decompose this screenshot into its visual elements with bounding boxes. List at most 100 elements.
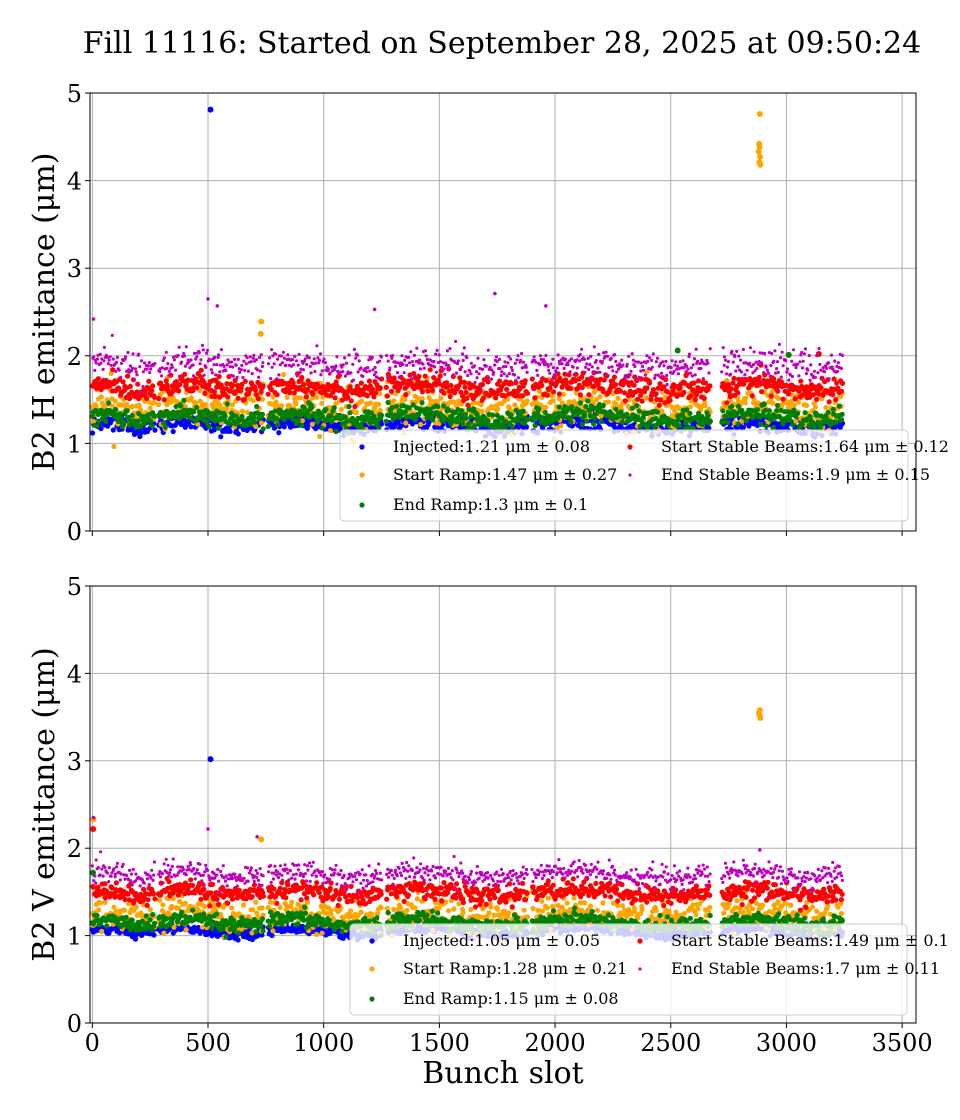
data-point [556, 353, 560, 357]
data-point [550, 389, 557, 395]
data-point [592, 388, 598, 394]
data-point [274, 352, 278, 356]
data-point [134, 370, 138, 374]
data-point [413, 372, 417, 376]
data-point [322, 357, 326, 361]
data-point [794, 365, 798, 370]
data-point [743, 418, 749, 424]
data-point [687, 352, 692, 356]
data-point [495, 406, 501, 412]
data-point [93, 368, 97, 372]
data-point [722, 355, 727, 359]
data-point [790, 374, 795, 379]
data-point [323, 406, 329, 412]
data-point [170, 365, 174, 369]
data-point [338, 406, 344, 412]
data-point [620, 358, 624, 362]
data-point [765, 368, 770, 372]
data-point [535, 368, 539, 372]
data-point [333, 400, 339, 407]
data-point [274, 392, 280, 398]
data-point [451, 373, 455, 377]
data-point [183, 382, 189, 388]
data-point [779, 356, 783, 360]
data-point [227, 421, 233, 427]
data-point [524, 365, 528, 369]
data-point [569, 404, 575, 410]
data-point [447, 368, 451, 372]
data-point [99, 361, 103, 365]
data-point [151, 932, 157, 938]
data-point [249, 360, 253, 364]
data-point [106, 362, 110, 366]
data-point [681, 415, 687, 421]
y-tick-label: 5 [67, 80, 82, 108]
data-point [593, 397, 600, 403]
data-point [548, 371, 552, 375]
data-point [301, 382, 307, 388]
data-point [629, 405, 635, 411]
data-point [242, 378, 248, 384]
data-point [442, 367, 446, 371]
data-point [769, 364, 773, 368]
data-point [522, 378, 528, 384]
data-point [353, 409, 359, 416]
data-point [547, 368, 551, 372]
data-point [164, 350, 168, 354]
data-point [289, 899, 295, 905]
data-point [619, 419, 625, 425]
data-point [621, 363, 625, 367]
data-point [401, 362, 405, 367]
data-point [215, 425, 221, 431]
data-point [317, 358, 322, 362]
data-point [676, 405, 682, 411]
y-tick-label: 4 [67, 168, 82, 196]
data-point [430, 387, 436, 393]
data-point [664, 359, 668, 363]
data-point [260, 383, 266, 389]
outlier-point [372, 307, 377, 312]
data-point [219, 348, 223, 352]
data-point [775, 402, 781, 409]
data-point [650, 365, 654, 369]
data-point [198, 362, 202, 366]
data-point [431, 375, 437, 381]
data-point [275, 422, 281, 428]
data-point [141, 384, 145, 389]
data-point [780, 350, 784, 354]
data-point [692, 357, 697, 361]
data-point [460, 421, 466, 427]
data-point [739, 358, 743, 362]
data-point [586, 356, 590, 361]
data-point [318, 352, 323, 356]
data-point [448, 382, 454, 389]
legend-marker [359, 444, 365, 450]
data-point [724, 420, 731, 426]
data-point [691, 380, 697, 386]
data-point [634, 402, 640, 409]
legend-entry: End Stable Beams:1.9 μm ± 0.15 [661, 465, 930, 484]
data-point [699, 366, 703, 371]
data-point [489, 377, 493, 381]
data-point [465, 356, 469, 360]
data-point [839, 380, 846, 386]
data-point [304, 425, 310, 431]
data-point [150, 383, 156, 389]
data-point [239, 368, 243, 372]
data-point [161, 930, 167, 936]
data-point [827, 377, 831, 381]
data-point [110, 427, 116, 433]
data-point [804, 402, 810, 409]
data-point [492, 370, 496, 374]
data-point [474, 370, 479, 374]
data-point [138, 430, 144, 436]
data-point [366, 378, 372, 384]
data-point [423, 349, 428, 353]
data-point [437, 353, 441, 357]
outlier-point [258, 318, 265, 325]
data-point [298, 370, 302, 374]
data-point [696, 378, 702, 384]
data-point [149, 367, 153, 371]
data-point [393, 364, 398, 368]
data-point [270, 365, 274, 369]
